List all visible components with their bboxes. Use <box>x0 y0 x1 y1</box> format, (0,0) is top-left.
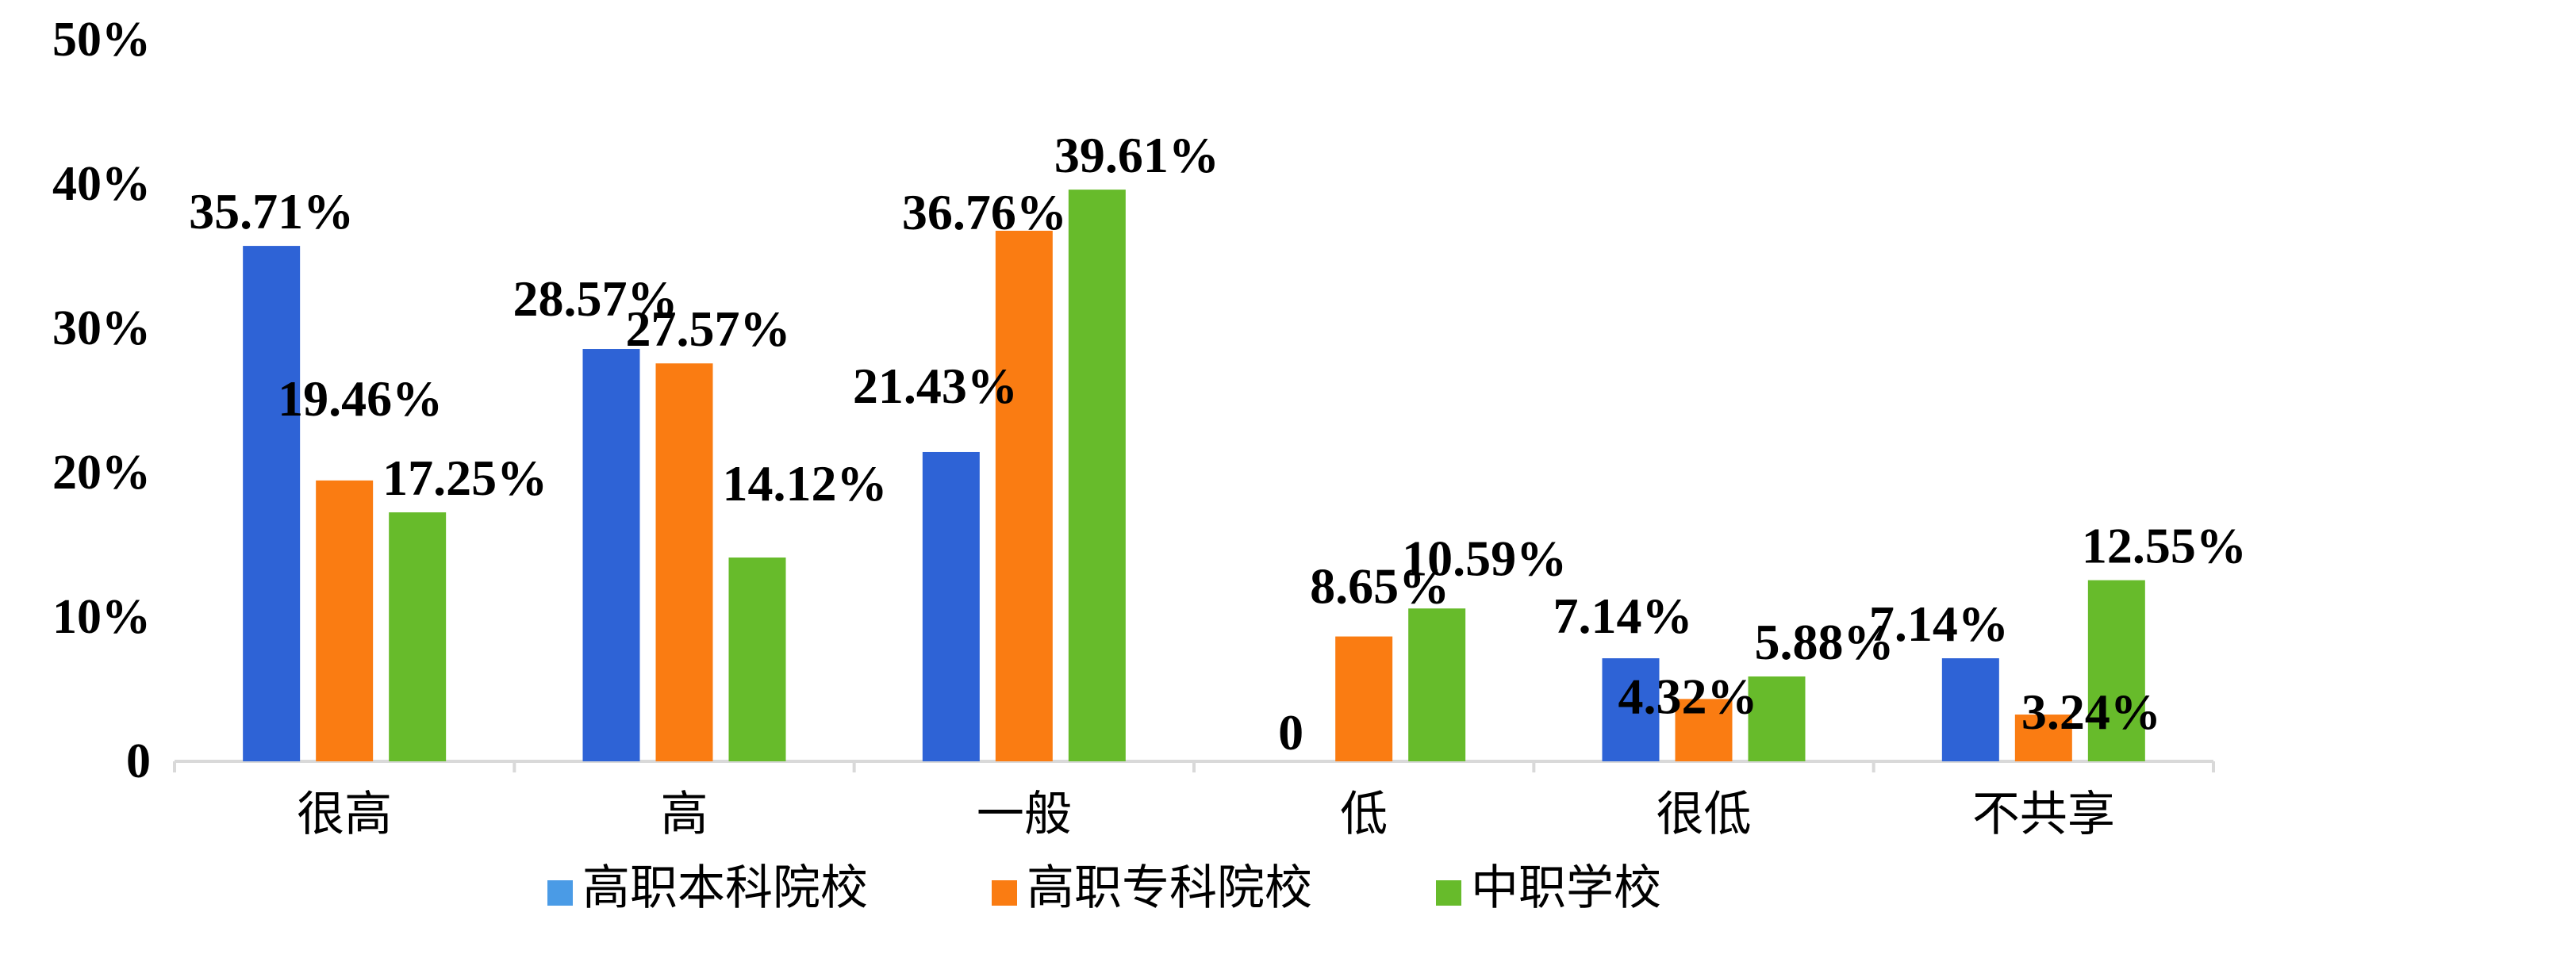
bar <box>1408 608 1466 761</box>
data-label: 10.59% <box>1402 530 1567 586</box>
legend-swatch <box>992 880 1017 906</box>
data-label: 19.46% <box>278 370 443 427</box>
data-label: 7.14% <box>1553 588 1693 644</box>
bar <box>728 558 786 761</box>
x-tick-label: 高 <box>661 787 708 842</box>
bar <box>655 363 713 761</box>
y-tick-label: 30% <box>52 301 151 355</box>
bar <box>1335 636 1393 761</box>
legend-swatch <box>1436 880 1461 906</box>
x-tick-label: 不共享 <box>1972 787 2115 842</box>
y-tick-label: 40% <box>52 157 151 211</box>
bar <box>389 512 447 761</box>
bar <box>243 246 301 761</box>
data-label: 27.57% <box>626 301 791 357</box>
data-label: 35.71% <box>189 183 354 240</box>
x-tick-label: 很高 <box>297 787 392 842</box>
data-label: 8.65% <box>1310 558 1449 615</box>
data-label: 7.14% <box>1869 596 2009 652</box>
data-label: 0 <box>1278 704 1303 761</box>
y-tick-label: 10% <box>52 590 151 644</box>
bar <box>2014 715 2072 761</box>
x-tick-label: 低 <box>1340 787 1388 842</box>
bar <box>1068 190 1126 761</box>
x-tick-label: 很低 <box>1657 787 1752 842</box>
bar <box>1675 699 1733 761</box>
bar <box>316 480 374 761</box>
y-tick-label: 20% <box>52 446 151 500</box>
data-label: 28.57% <box>513 270 678 327</box>
bar <box>582 349 640 761</box>
data-label: 17.25% <box>382 450 547 506</box>
bar <box>1941 658 1999 761</box>
legend-swatch <box>547 880 573 906</box>
y-tick-label: 50% <box>52 13 151 67</box>
y-tick-label: 0 <box>126 734 151 788</box>
data-label: 3.24% <box>2021 684 2161 740</box>
data-label: 4.32% <box>1618 668 1758 724</box>
data-label: 5.88% <box>1755 614 1895 670</box>
data-label: 12.55% <box>2082 518 2247 574</box>
legend-label: 高职专科院校 <box>1027 860 1312 916</box>
x-tick-label: 一般 <box>977 787 1072 842</box>
bar <box>1602 658 1660 761</box>
legend-label: 中职学校 <box>1471 860 1661 916</box>
bar <box>922 451 980 761</box>
data-label: 39.61% <box>1054 127 1219 183</box>
bar <box>1748 676 1806 761</box>
legend-label: 高职本科院校 <box>582 860 868 916</box>
data-label: 14.12% <box>723 455 888 512</box>
data-label: 36.76% <box>902 184 1067 240</box>
bar <box>2087 580 2145 761</box>
bar <box>995 230 1053 761</box>
data-label: 21.43% <box>853 358 1018 414</box>
